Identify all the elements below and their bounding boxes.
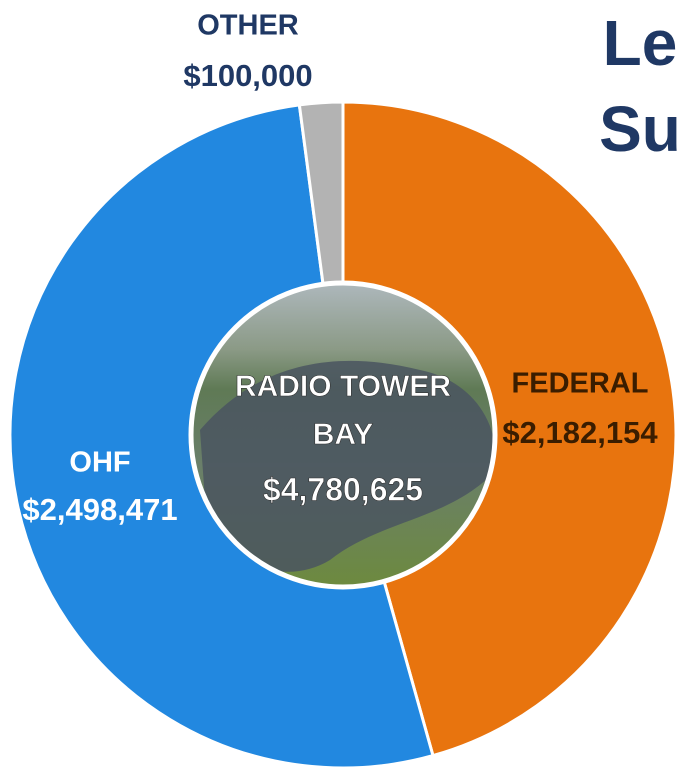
center-total: $4,780,625 (263, 471, 423, 507)
slice-label: OHF (69, 447, 130, 479)
center-label: RADIO TOWER BAY (235, 370, 451, 451)
center-ring (188, 280, 498, 590)
center-photo (191, 283, 495, 587)
slice-value-label: $2,182,154 (502, 415, 658, 450)
chart-title: Le (603, 7, 678, 79)
slice-label: OTHER (197, 10, 299, 42)
chart-title: Su (599, 93, 681, 165)
slice-label: FEDERAL (512, 368, 649, 400)
slice-value-label: $100,000 (183, 58, 312, 93)
slice-value-label: $2,498,471 (22, 492, 177, 527)
